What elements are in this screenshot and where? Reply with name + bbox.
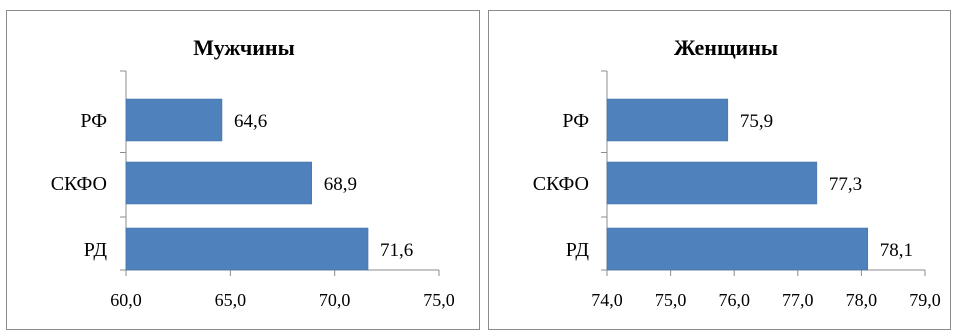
data-label: 68,9: [324, 174, 357, 195]
data-label: 75,9: [740, 111, 773, 132]
data-label: 64,6: [234, 111, 267, 132]
x-tick-label: 70,0: [319, 290, 351, 310]
x-tick-label: 75,0: [423, 290, 455, 310]
chart-title: Женщины: [674, 35, 778, 60]
bar: [125, 161, 312, 205]
category-label: РФ: [80, 110, 107, 132]
data-label: 77,3: [829, 174, 862, 195]
data-label: 78,1: [880, 240, 913, 261]
category-label: РФ: [562, 110, 589, 132]
chart-panel-men: Мужчины 60,0 65,0 70,0 75,0 РФ 64,6 СКФО 68,9 РД 7…: [6, 10, 480, 330]
category-label: РД: [566, 239, 590, 261]
chart-panel-women: Женщины 74,0 75,0 76,0 77,0 78,0 79,0 РФ 75,9 СКФ…: [488, 10, 951, 330]
category-label: СКФО: [533, 173, 589, 195]
bar: [606, 161, 818, 205]
x-tick-label: 78,0: [846, 290, 878, 310]
category-label: СКФО: [51, 173, 107, 195]
bar: [606, 98, 729, 142]
x-tick-label: 65,0: [215, 290, 247, 310]
category-label: РД: [84, 239, 108, 261]
chart-men: Мужчины 60,0 65,0 70,0 75,0 РФ 64,6 СКФО 68,9 РД 7…: [51, 35, 455, 310]
bar: [125, 227, 369, 271]
data-label: 71,6: [380, 240, 413, 261]
chart-women: Женщины 74,0 75,0 76,0 77,0 78,0 79,0 РФ 75,9 СКФ…: [533, 35, 941, 310]
x-tick-label: 74,0: [591, 290, 623, 310]
bar: [606, 227, 869, 271]
chart-title: Мужчины: [193, 35, 295, 60]
x-tick-label: 76,0: [718, 290, 750, 310]
x-tick-label: 79,0: [909, 290, 941, 310]
x-tick-label: 75,0: [655, 290, 687, 310]
bar: [125, 98, 223, 142]
x-tick-label: 60,0: [110, 290, 142, 310]
x-tick-label: 77,0: [782, 290, 814, 310]
